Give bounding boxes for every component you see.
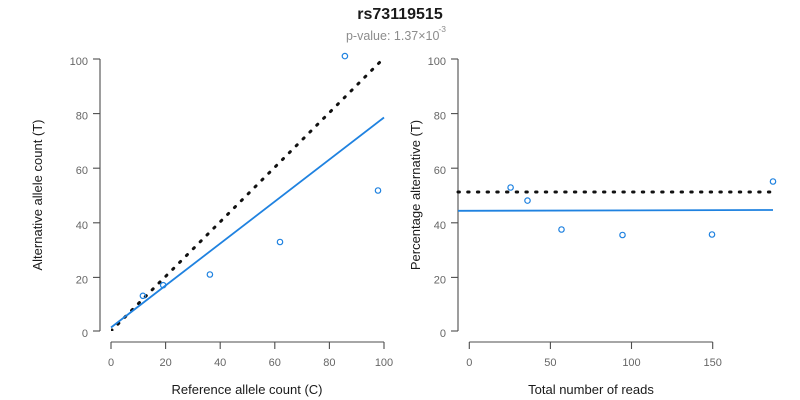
svg-text:20: 20	[76, 274, 88, 286]
svg-text:150: 150	[704, 357, 722, 369]
svg-text:40: 40	[214, 357, 226, 369]
svg-text:0: 0	[82, 328, 88, 340]
svg-text:100: 100	[375, 357, 393, 369]
svg-text:20: 20	[434, 274, 446, 286]
svg-text:Percentage alternative (T): Percentage alternative (T)	[408, 120, 423, 270]
svg-text:60: 60	[269, 357, 281, 369]
svg-text:60: 60	[76, 165, 88, 177]
svg-text:100: 100	[622, 357, 640, 369]
svg-text:80: 80	[76, 111, 88, 123]
svg-text:20: 20	[159, 357, 171, 369]
svg-text:Reference allele count (C): Reference allele count (C)	[171, 382, 322, 397]
svg-text:80: 80	[323, 357, 335, 369]
svg-text:Total number of reads: Total number of reads	[528, 382, 654, 397]
svg-text:50: 50	[544, 357, 556, 369]
svg-text:0: 0	[466, 357, 472, 369]
svg-text:0: 0	[108, 357, 114, 369]
svg-text:100: 100	[428, 56, 446, 68]
svg-text:0: 0	[440, 328, 446, 340]
svg-text:60: 60	[434, 165, 446, 177]
svg-text:40: 40	[434, 220, 446, 232]
svg-text:100: 100	[70, 56, 88, 68]
svg-text:80: 80	[434, 111, 446, 123]
svg-text:40: 40	[76, 220, 88, 232]
svg-text:Alternative allele count (T): Alternative allele count (T)	[30, 119, 45, 270]
